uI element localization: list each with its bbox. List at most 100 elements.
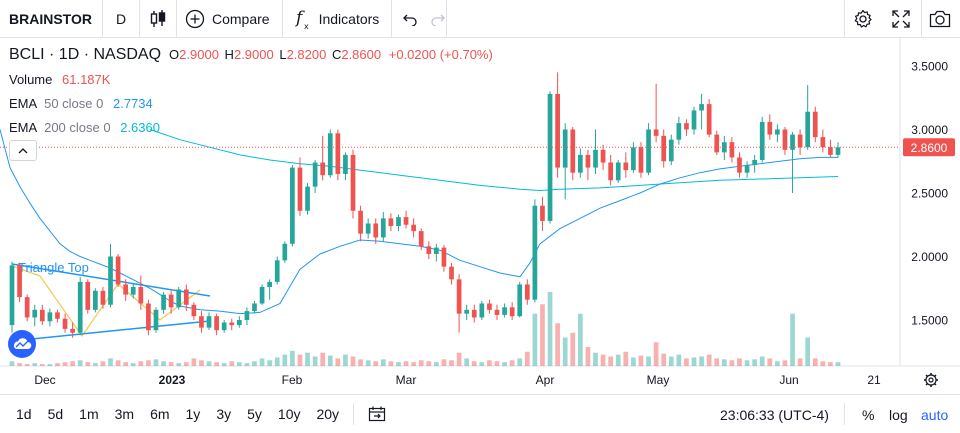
candle [464,304,470,320]
candle [62,313,68,333]
time-scale[interactable]: Dec 2023 Feb Mar Apr May Jun 21 [34,373,938,387]
volume-bar [790,313,795,366]
price-scale[interactable]: 3.5000 3.0000 2.5000 2.0000 1.5000 [911,60,948,328]
ema-200-name: EMA [9,120,37,135]
ema-50-path [0,129,838,315]
timezone-clock[interactable]: 23:06:33 (UTC-4) [720,406,829,423]
compare-button[interactable]: Compare [177,0,282,38]
volume-bar [70,361,75,366]
candle-body [388,218,394,227]
candle-body [138,286,144,304]
candle-body [418,231,424,247]
candle-body [464,309,470,314]
range-button-3y[interactable]: 3y [216,406,232,422]
log-scale-button[interactable]: log [889,406,908,423]
volume-bar [593,352,598,366]
chart-type-button[interactable] [140,0,176,38]
volume-bar [759,356,765,366]
legend-ema-200[interactable]: EMA 200 close 0 2.6360 [9,120,160,135]
gear-tooth [925,374,929,378]
candle [343,152,348,181]
candle-body [790,134,795,150]
candle-body [335,133,341,174]
toolbar-divider [391,0,393,38]
indicators-button[interactable]: f x Indicators [283,0,392,38]
candle-body [524,284,530,300]
range-button-5d[interactable]: 5d [47,406,64,422]
candle [115,253,121,287]
candle [191,302,197,320]
candle-body [39,309,45,322]
auto-scale-button[interactable]: auto [921,406,949,423]
plus-circle-icon [185,9,205,28]
candle [358,205,363,242]
percent-scale-button[interactable]: % [862,406,875,423]
redo-button[interactable] [424,0,452,38]
candle [752,154,757,173]
candle [100,286,106,309]
price-tick-label: 3.5000 [911,60,948,74]
range-button-10y[interactable]: 10y [277,406,301,422]
legend-volume[interactable]: Volume 61.187K [9,72,110,87]
range-button-1y[interactable]: 1y [185,406,201,422]
candle [252,300,257,314]
triangle-top-label: Triangle Top [18,260,89,275]
candle-body [274,260,280,282]
candle-body [479,303,485,318]
indicators-label: Indicators [318,10,380,27]
range-button-5y[interactable]: 5y [247,406,262,422]
price-tick-label: 2.5000 [911,187,948,201]
price-tick-label: 2.0000 [911,250,948,264]
volume-bar [62,362,68,366]
candle [108,243,113,308]
settings-button[interactable] [845,0,881,38]
legend-ema-50[interactable]: EMA 50 close 0 2.7734 [9,96,153,111]
fullscreen-button[interactable] [883,0,919,38]
chart-grid [0,38,960,367]
candle-body [297,167,303,211]
goto-date-button[interactable] [362,395,392,433]
range-button-6m[interactable]: 6m [150,406,170,422]
chart-canvas[interactable]: Triangle Top 2.8600 3.5000 3.0000 2.5000 2.… [0,38,960,394]
legend-collapse-button[interactable] [9,140,37,161]
volume-bar [691,357,697,366]
range-button-1m[interactable]: 1m [79,406,99,422]
candle-body [161,294,166,310]
change-value: +0.0200 (+0.70%) [388,47,493,62]
candle-body [737,157,742,173]
volume-bar [93,363,98,366]
undo-button[interactable] [396,0,424,38]
symbol-search-button[interactable]: BRAINSTOR [9,10,92,27]
camera-icon [929,10,951,28]
candle [305,182,310,215]
candle-body [17,265,22,298]
volume-bar [767,358,773,366]
snapshot-button[interactable] [922,0,958,38]
candle [146,299,151,336]
candle-body [252,303,257,312]
candle [502,303,507,318]
candle [32,304,38,327]
candle [138,275,144,310]
range-button-20y[interactable]: 20y [316,406,340,422]
toolbar-divider [176,0,177,38]
volume-bar [199,360,204,366]
range-button-3m[interactable]: 3m [114,406,135,422]
candle [714,130,720,155]
volume-bar [183,362,189,366]
svg-text:f: f [295,8,305,28]
toolbar-divider [921,0,922,38]
volume-name: Volume [9,72,53,87]
candle-body [699,104,704,111]
compare-label: Compare [212,10,270,27]
candle [335,129,341,181]
range-button-1d[interactable]: 1d [16,406,32,422]
tradingview-logo[interactable] [8,330,36,358]
volume-bar [623,351,629,366]
toolbar-divider [353,403,355,425]
time-scale-settings-icon[interactable] [924,373,938,387]
volume-bar [577,313,583,366]
candle-body [812,111,818,138]
interval-button[interactable]: D [115,10,127,27]
candle [706,99,712,138]
